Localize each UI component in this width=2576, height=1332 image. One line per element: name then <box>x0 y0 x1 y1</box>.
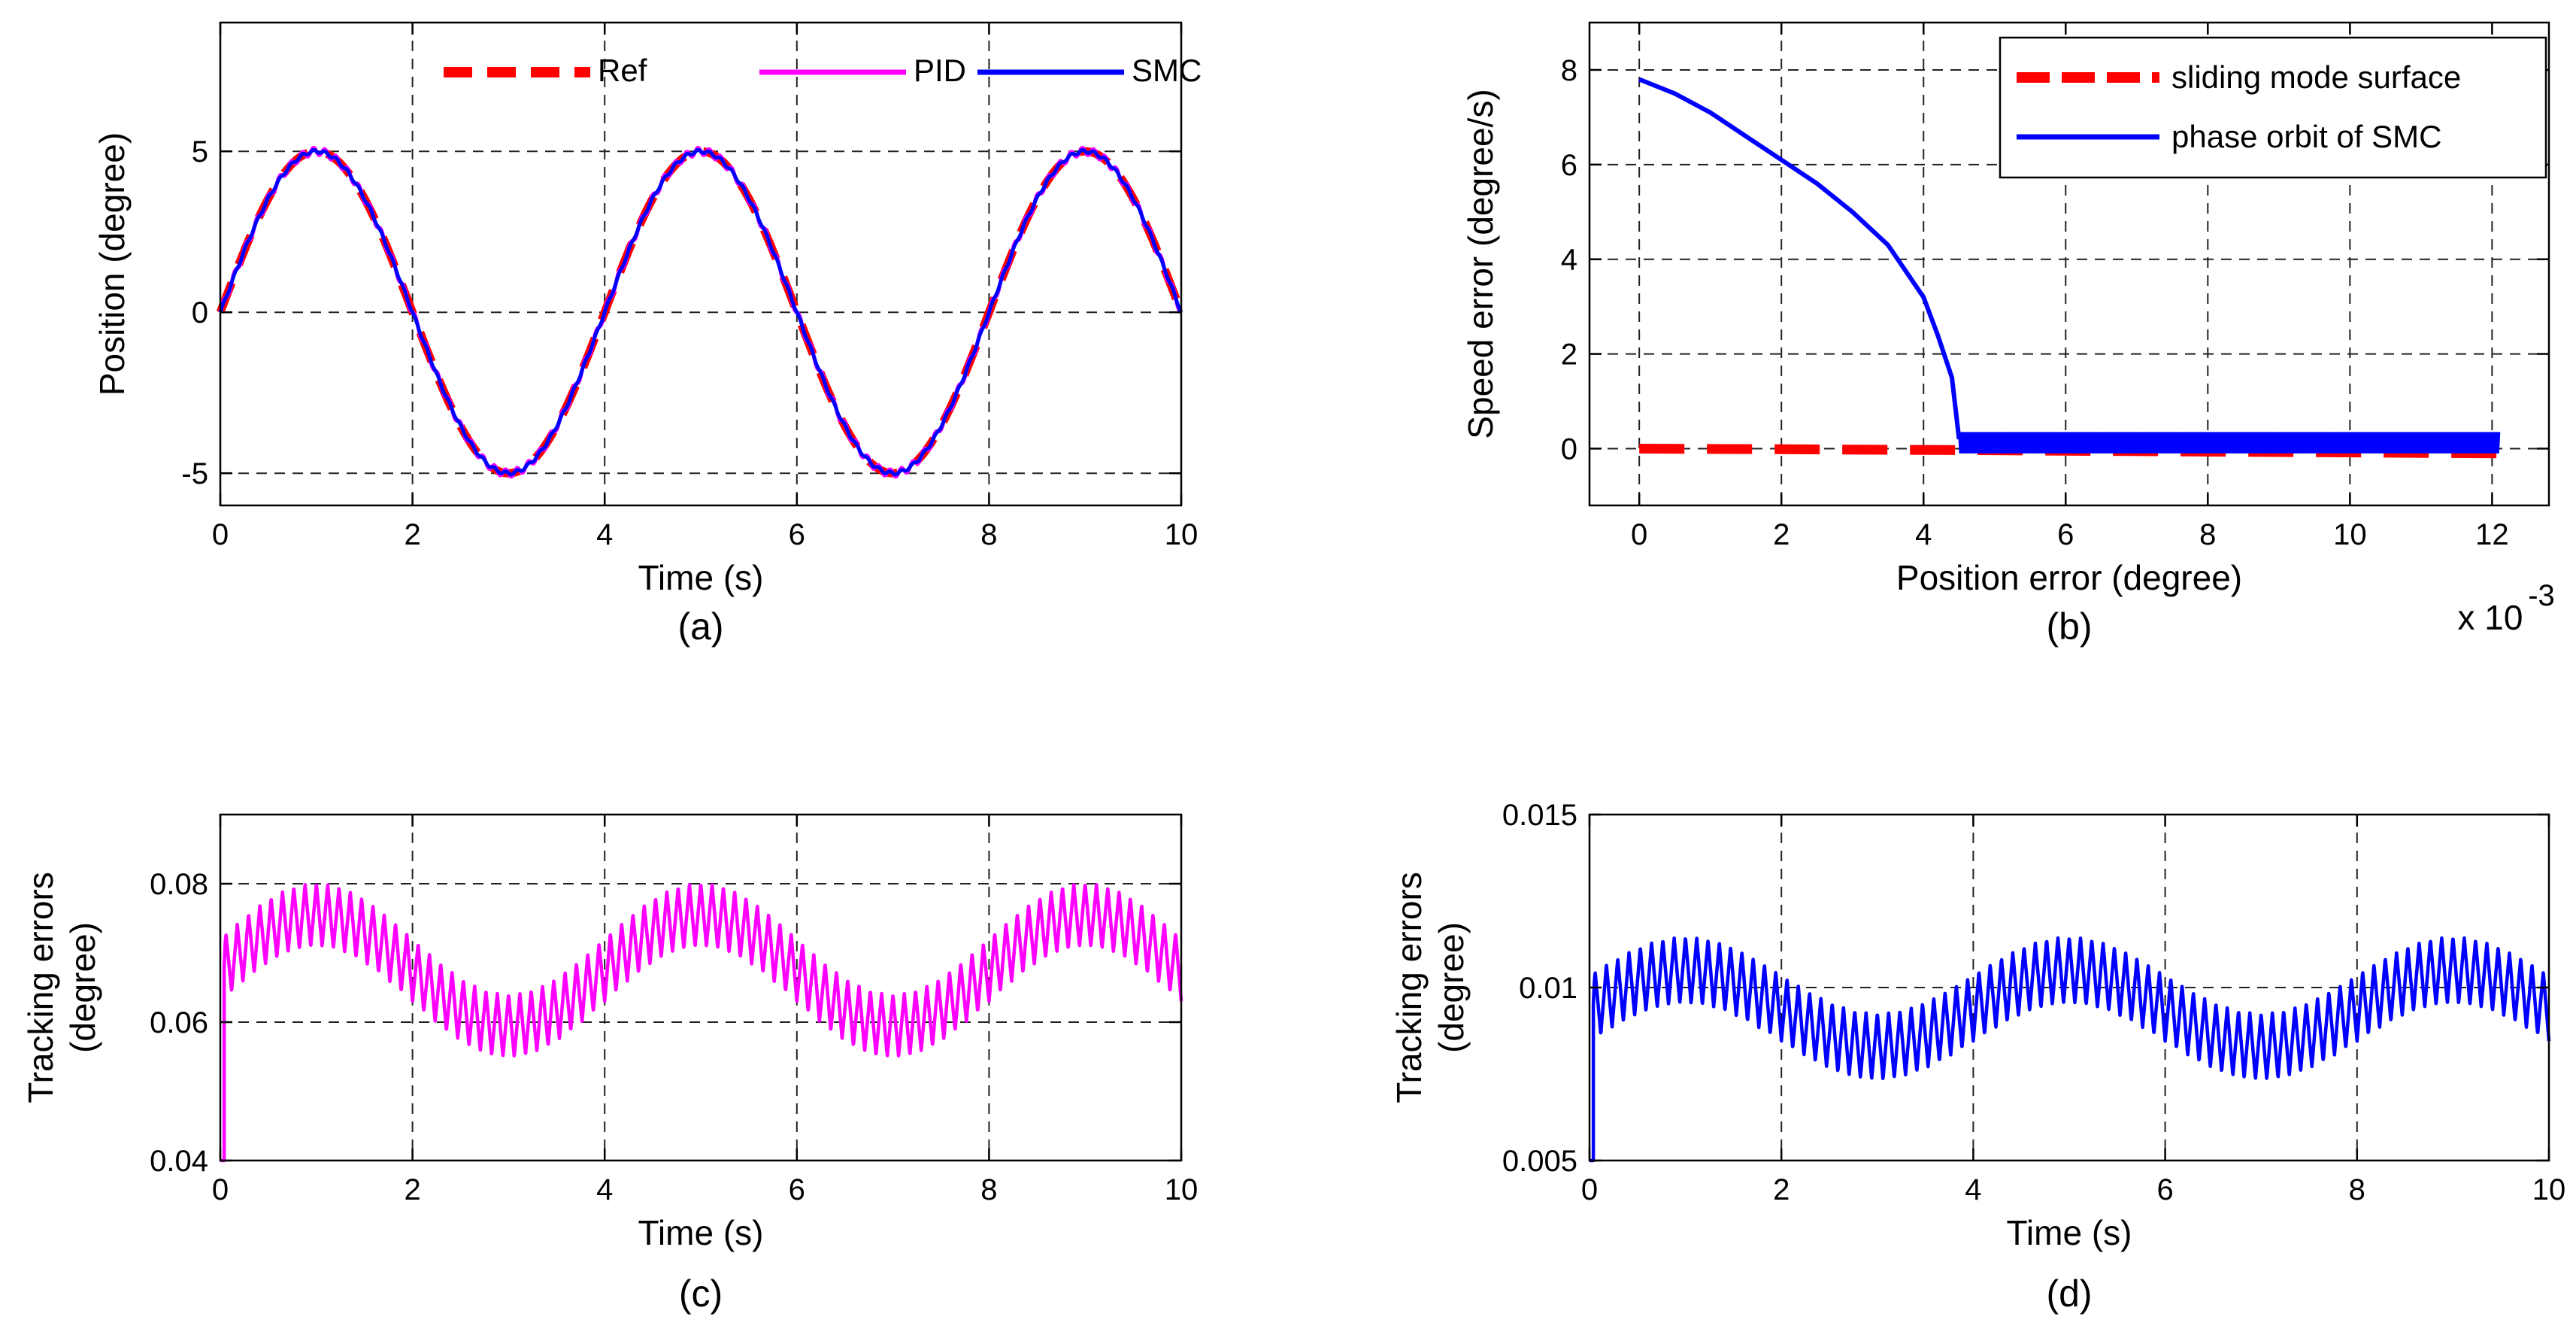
y-tick-label: 0.04 <box>150 1145 208 1178</box>
y-tick-label: 2 <box>1561 338 1577 372</box>
x-tick-label: 2 <box>1773 1173 1790 1206</box>
x-tick-label: 8 <box>980 1173 997 1206</box>
panel-c: 0 2 4 6 8 10 0.04 0.06 0.08 Time (s) Tracking erro… <box>21 813 1199 1315</box>
x-axis-label: Time (s) <box>638 1213 764 1252</box>
y-tick-label: 0.06 <box>150 1006 208 1039</box>
y-tick-label: -5 <box>181 457 208 490</box>
x-tick-label: 4 <box>1915 518 1932 551</box>
x-axis-label: Position error (degree) <box>1896 558 2242 597</box>
series-line-phase-orbit <box>1638 77 1962 440</box>
y-tick-label: 0.01 <box>1519 972 1577 1005</box>
panel-caption: (b) <box>2046 605 2092 648</box>
legend-label: phase orbit of SMC <box>2171 119 2442 154</box>
x-tick-label: 6 <box>789 1173 805 1206</box>
x-tick-label: 10 <box>1165 518 1199 551</box>
legend-label: Ref <box>598 53 647 88</box>
y-axis-label: Tracking errors <box>21 872 60 1103</box>
x-tick-label: 6 <box>2156 1173 2173 1206</box>
legend-label: SMC <box>1132 53 1202 88</box>
legend-b: sliding mode surface phase orbit of SMC <box>1999 36 2547 179</box>
x-axis-label: Time (s) <box>2007 1213 2132 1252</box>
x-tick-label: 8 <box>2349 1173 2365 1206</box>
y-tick-label: 0.015 <box>1502 799 1577 832</box>
legend-a: Ref PID SMC <box>444 53 1202 88</box>
y-tick-label: 0.08 <box>150 868 208 901</box>
x-tick-label: 0 <box>1631 518 1647 551</box>
x-tick-label: 10 <box>2532 1173 2566 1206</box>
x-tick-label: 4 <box>1965 1173 1981 1206</box>
series-line-pid <box>220 883 1183 1163</box>
x-tick-label: 2 <box>404 518 420 551</box>
y-axis-label-unit: (degree) <box>63 922 102 1053</box>
panel-d: 0 2 4 6 8 10 0.005 0.01 0.015 Time (s) Tracking er… <box>1390 799 2565 1315</box>
y-axis-label: Tracking errors <box>1390 872 1429 1103</box>
series-line-smc <box>218 147 1183 477</box>
legend-label: PID <box>914 53 966 88</box>
y-axis-label: Position (degree) <box>92 132 132 396</box>
grid-lines-c <box>220 815 1181 1161</box>
y-tick-label: 4 <box>1561 244 1577 277</box>
x-axis-label: Time (s) <box>638 558 764 597</box>
x-tick-label: 0 <box>212 1173 229 1206</box>
grid-lines-a <box>220 23 1181 505</box>
y-axis-label-unit: (degree) <box>1432 922 1471 1053</box>
y-axis-label: Speed error (degree/s) <box>1461 89 1500 438</box>
x-tick-label: 6 <box>789 518 805 551</box>
x-tick-label: 10 <box>2333 518 2367 551</box>
x-tick-label: 8 <box>980 518 997 551</box>
y-tick-label: 0.005 <box>1502 1145 1577 1178</box>
series-chatter-band <box>1958 432 2501 454</box>
axes-frame-c <box>219 813 1183 1162</box>
legend-box <box>1999 36 2547 179</box>
x-tick-label: 12 <box>2475 518 2509 551</box>
x-tick-label: 2 <box>404 1173 420 1206</box>
x-tick-label: 4 <box>596 1173 613 1206</box>
axes-frame-a <box>219 21 1183 507</box>
axes-frame-b <box>1588 21 2550 507</box>
x-exponent-base: x 10 <box>2458 598 2523 637</box>
x-tick-label: 4 <box>596 518 613 551</box>
y-tick-label: 8 <box>1561 54 1577 87</box>
y-tick-label: 0 <box>1561 432 1577 466</box>
x-tick-label: 0 <box>212 518 229 551</box>
x-exponent-power: -3 <box>2528 579 2555 612</box>
x-tick-label: 8 <box>2199 518 2216 551</box>
x-tick-label: 6 <box>2057 518 2074 551</box>
series-line-smc <box>1590 936 2551 1163</box>
panel-b: 0 2 4 6 8 10 12 0 2 4 6 8 Position error (degree) Spe… <box>1461 21 2555 648</box>
y-tick-label: 6 <box>1561 149 1577 182</box>
panel-caption: (c) <box>679 1273 723 1315</box>
x-tick-label: 2 <box>1773 518 1790 551</box>
legend-label: sliding mode surface <box>2171 59 2461 95</box>
y-tick-label: 0 <box>192 296 208 329</box>
x-tick-label: 0 <box>1581 1173 1598 1206</box>
y-tick-label: 5 <box>192 135 208 168</box>
panel-caption: (d) <box>2046 1273 2092 1315</box>
panel-caption: (a) <box>677 605 723 648</box>
x-tick-label: 10 <box>1165 1173 1199 1206</box>
